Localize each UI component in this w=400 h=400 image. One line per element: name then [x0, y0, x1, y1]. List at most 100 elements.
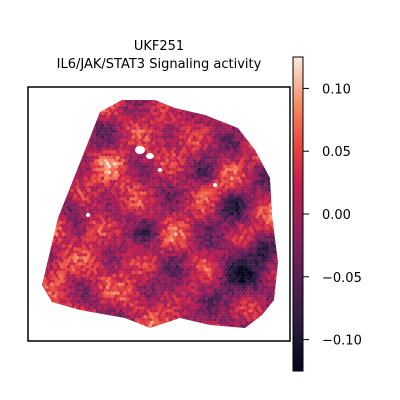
- spot: [102, 185, 107, 190]
- spot: [148, 164, 153, 169]
- spot: [195, 123, 200, 128]
- spot: [221, 203, 226, 207]
- spot: [127, 259, 132, 263]
- spot: [131, 100, 136, 104]
- spot: [245, 203, 249, 207]
- spot: [122, 203, 127, 207]
- spot: [51, 256, 56, 260]
- spot: [209, 164, 214, 169]
- spot: [219, 147, 224, 151]
- spot: [235, 132, 239, 137]
- spot: [161, 123, 166, 128]
- spot: [124, 247, 129, 251]
- spot: [229, 147, 234, 151]
- spot: [184, 208, 188, 213]
- spot: [82, 261, 86, 266]
- spot: [85, 256, 90, 260]
- spot: [178, 223, 183, 228]
- spot: [116, 126, 120, 131]
- spot: [265, 256, 270, 260]
- spot: [99, 238, 103, 243]
- spot: [148, 253, 153, 257]
- spot: [229, 158, 234, 163]
- spot: [87, 259, 91, 263]
- spot: [110, 135, 115, 140]
- spot: [197, 120, 202, 125]
- spot: [229, 223, 234, 228]
- spot: [121, 270, 125, 275]
- spot: [104, 229, 108, 234]
- spot: [110, 141, 115, 145]
- spot: [92, 132, 96, 137]
- spot: [87, 253, 91, 257]
- spot: [141, 123, 146, 128]
- spot: [202, 176, 207, 181]
- spot: [245, 167, 249, 172]
- spot: [260, 176, 265, 181]
- spot: [167, 150, 171, 154]
- spot: [109, 256, 113, 260]
- spot: [148, 223, 153, 228]
- spot: [156, 120, 161, 125]
- spot: [110, 147, 115, 151]
- spot: [156, 273, 161, 278]
- spot: [173, 150, 178, 154]
- spot: [167, 138, 171, 143]
- spot: [150, 138, 154, 143]
- spot: [263, 264, 268, 269]
- spot: [122, 244, 127, 249]
- spot: [187, 214, 192, 219]
- spot: [241, 167, 246, 172]
- spot: [144, 129, 149, 134]
- spot: [201, 138, 205, 143]
- spot: [185, 206, 190, 210]
- spot: [160, 291, 164, 296]
- spot: [180, 167, 185, 172]
- spot: [119, 226, 124, 231]
- spot: [204, 267, 209, 272]
- spot: [58, 285, 62, 290]
- spot: [180, 285, 185, 290]
- spot: [134, 264, 139, 269]
- spot: [105, 120, 110, 125]
- spot: [207, 285, 212, 290]
- spot: [143, 167, 147, 172]
- spot: [231, 226, 236, 231]
- spot: [167, 220, 171, 225]
- spot: [97, 270, 102, 275]
- spot: [172, 135, 176, 140]
- spot: [155, 182, 159, 187]
- spot: [71, 250, 76, 254]
- spot: [201, 250, 205, 254]
- spot: [146, 197, 151, 201]
- spot: [218, 285, 222, 290]
- spot: [207, 232, 212, 237]
- spot: [122, 261, 127, 266]
- spot: [223, 194, 227, 198]
- spot: [199, 211, 204, 216]
- spot: [155, 200, 159, 204]
- spot: [207, 291, 212, 296]
- spot: [216, 158, 221, 163]
- spot: [231, 179, 236, 184]
- spot: [189, 211, 193, 216]
- spot: [175, 147, 180, 151]
- spot: [144, 217, 149, 222]
- spot: [167, 291, 171, 296]
- spot: [209, 241, 214, 246]
- spot: [112, 250, 117, 254]
- spot: [216, 153, 221, 157]
- spot: [231, 191, 236, 196]
- spot: [192, 176, 197, 181]
- spot: [93, 188, 98, 193]
- spot: [248, 220, 253, 225]
- spot: [269, 291, 273, 296]
- spot: [116, 203, 120, 207]
- spot: [223, 264, 227, 269]
- spot: [93, 259, 98, 263]
- spot: [56, 282, 61, 287]
- spot: [100, 276, 105, 281]
- spot: [63, 253, 68, 257]
- spot: [175, 294, 180, 299]
- spot: [161, 217, 166, 222]
